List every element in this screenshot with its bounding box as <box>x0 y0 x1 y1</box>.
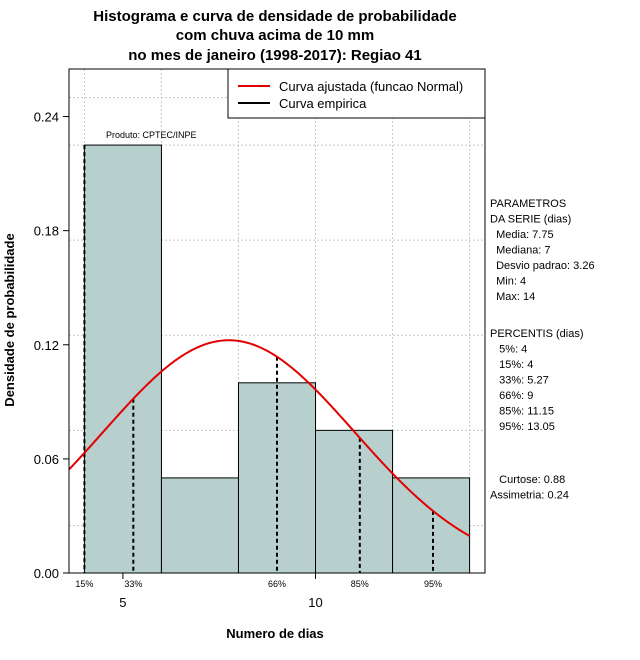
stats-line: Curtose: 0.88 <box>490 474 565 486</box>
percentile-label: 85% <box>351 579 369 589</box>
parametros-line: Mediana: 7 <box>490 245 551 257</box>
percentile-lines: 15% 33% 66% 85% 95% <box>75 145 442 589</box>
y-tick-label: 0.12 <box>34 338 59 353</box>
legend-label-empirical: Curva empirica <box>279 96 367 111</box>
parametros-line: Min: 4 <box>490 276 526 288</box>
percentis-line: PERCENTIS (dias) <box>490 328 584 340</box>
y-tick-label: 0.18 <box>34 224 59 239</box>
percentis-line: 66%: 9 <box>490 390 533 402</box>
parametros-line: Desvio padrao: 3.26 <box>490 260 595 272</box>
parametros-line: PARAMETROS <box>490 198 566 210</box>
legend: Curva ajustada (funcao Normal) Curva emp… <box>227 68 486 119</box>
percentis-line: 5%: 4 <box>490 344 527 356</box>
y-tick-label: 0.06 <box>34 452 59 467</box>
percentis-line: 15%: 4 <box>490 359 533 371</box>
y-tick-label: 0.24 <box>34 110 59 125</box>
x-axis-title: Numero de dias <box>226 626 324 641</box>
percentis-line: 85%: 11.15 <box>490 406 554 418</box>
chart-title-line-1: Histograma e curva de densidade de proba… <box>93 8 456 25</box>
y-tick-label: 0.00 <box>34 566 59 581</box>
percentis-line: 95%: 13.05 <box>490 421 555 433</box>
histogram-bar <box>83 144 162 574</box>
axes: 5 10 0.00 0.06 0.12 0.18 0.24 <box>34 110 323 610</box>
percentile-label: 66% <box>268 579 286 589</box>
legend-label-normal: Curva ajustada (funcao Normal) <box>279 79 463 94</box>
percentis-line: 33%: 5.27 <box>490 375 549 387</box>
x-tick-label: 5 <box>119 595 126 610</box>
parametros-line: Media: 7.75 <box>490 229 554 241</box>
percentile-label: 15% <box>75 579 93 589</box>
chart-title-line-3: no mes de janeiro (1998-2017): Regiao 41 <box>128 47 421 64</box>
percentile-label: 33% <box>124 579 142 589</box>
percentile-label: 95% <box>424 579 442 589</box>
stats-line: Assimetria: 0.24 <box>490 490 569 502</box>
parametros-line: Max: 14 <box>490 291 535 303</box>
y-axis-title: Densidade de probabilidade <box>2 233 17 406</box>
credit-label: Produto: CPTEC/INPE <box>106 130 197 140</box>
histogram-bar <box>160 477 239 574</box>
legend-box <box>227 68 486 119</box>
chart-title: Histograma e curva de densidade de proba… <box>93 8 456 64</box>
histogram-bar <box>315 429 394 574</box>
x-tick-label: 10 <box>308 595 322 610</box>
statistics-panel: PARAMETROS DA SERIE (dias) Media: 7.75 Me… <box>490 198 595 502</box>
histogram-bar <box>392 477 471 574</box>
parametros-line: DA SERIE (dias) <box>490 214 571 226</box>
chart-title-line-2: com chuva acima de 10 mm <box>176 27 374 44</box>
normal-curve-line <box>68 339 471 537</box>
